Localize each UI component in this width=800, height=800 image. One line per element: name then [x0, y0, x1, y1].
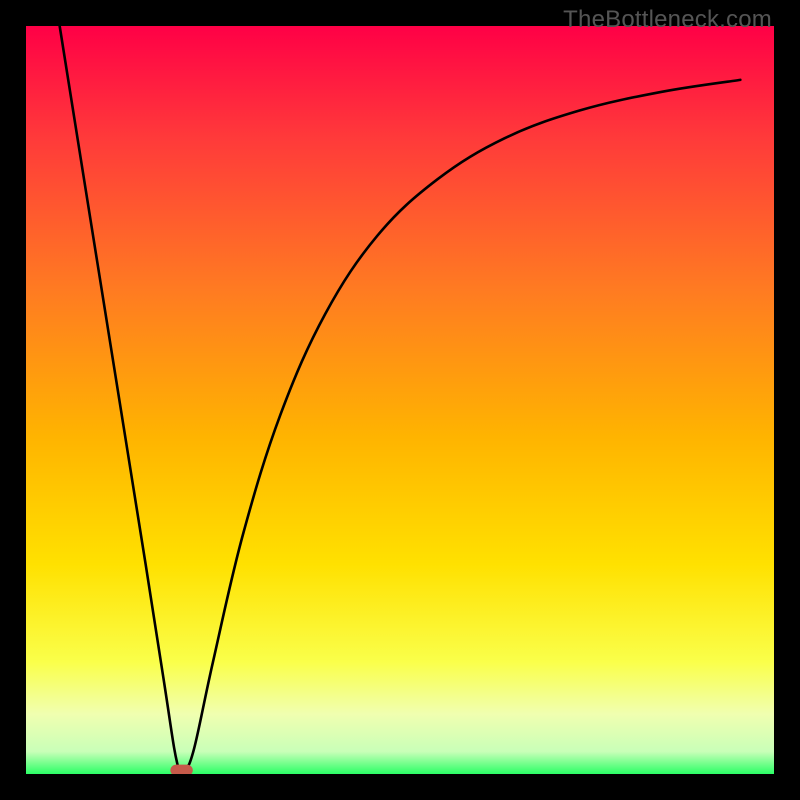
chart-frame: TheBottleneck.com: [0, 0, 800, 800]
bottleneck-curve-chart: [0, 0, 800, 800]
plot-background: [26, 26, 774, 774]
watermark-text: TheBottleneck.com: [563, 6, 772, 34]
